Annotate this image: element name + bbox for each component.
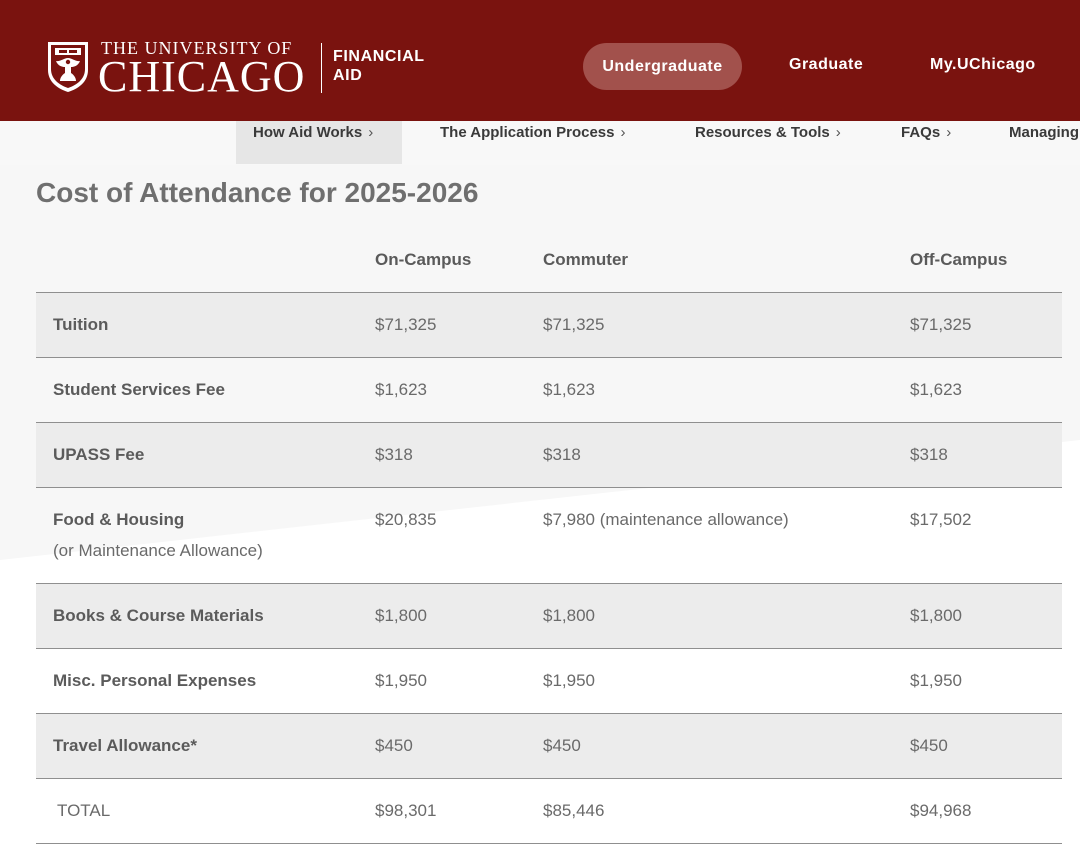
row-label: Books & Course Materials [53,606,264,625]
row-label: Travel Allowance* [53,736,197,755]
cell-on-campus: $318 [375,445,413,464]
table-row: Books & Course Materials $1,800 $1,800 $… [36,584,1062,649]
cell-off-campus: $318 [910,445,948,464]
column-header-commuter: Commuter [543,250,629,269]
total-off-campus: $94,968 [910,801,972,820]
table-row: UPASS Fee $318 $318 $318 [36,423,1062,488]
subnav-item-faqs[interactable]: FAQs › [901,124,951,141]
cost-table: Tuition $71,325 $71,325 $71,325 Student … [36,292,1062,844]
column-header-on-campus: On-Campus [375,250,472,269]
cell-commuter: $1,800 [543,606,595,625]
chevron-right-icon: › [946,124,952,141]
row-label: UPASS Fee [53,445,145,464]
table-row: Tuition $71,325 $71,325 $71,325 [36,293,1062,358]
cell-off-campus: $17,502 [910,510,972,529]
table-row: Student Services Fee $1,623 $1,623 $1,62… [36,358,1062,423]
chevron-right-icon: › [368,124,374,141]
cell-off-campus: $71,325 [910,315,972,334]
cell-on-campus: $1,800 [375,606,427,625]
nav-undergraduate-link[interactable]: Undergraduate [583,43,742,90]
row-label: Tuition [53,315,109,334]
university-crest-icon[interactable] [46,40,90,93]
table-row: Travel Allowance* $450 $450 $450 [36,714,1062,779]
nav-graduate-link[interactable]: Graduate [789,56,864,73]
total-commuter: $85,446 [543,801,605,820]
site-header [0,0,1080,121]
cell-on-campus: $1,623 [375,380,427,399]
row-label: Food & Housing [53,510,185,529]
cell-commuter: $7,980 (maintenance allowance) [543,510,789,529]
department-name-line2[interactable]: AID [333,67,363,84]
department-name-line1[interactable]: FINANCIAL [333,48,425,65]
section-subnav [0,121,1080,166]
subnav-item-managing[interactable]: Managing [1009,124,1079,141]
cell-commuter: $1,623 [543,380,595,399]
chevron-right-icon: › [620,124,626,141]
cell-off-campus: $1,800 [910,606,962,625]
table-row: Misc. Personal Expenses $1,950 $1,950 $1… [36,649,1062,714]
page-title: Cost of Attendance for 2025-2026 [36,177,479,208]
table-row: Food & Housing (or Maintenance Allowance… [36,488,1062,584]
nav-myuchicago-link[interactable]: My.UChicago [930,56,1036,73]
total-on-campus: $98,301 [375,801,437,820]
cell-on-campus: $1,950 [375,671,427,690]
subnav-item-how-aid-works[interactable]: How Aid Works › [253,124,373,141]
cell-off-campus: $450 [910,736,948,755]
cell-off-campus: $1,950 [910,671,962,690]
cell-off-campus: $1,623 [910,380,962,399]
cell-commuter: $71,325 [543,315,605,334]
cell-on-campus: $20,835 [375,510,437,529]
subnav-item-label: FAQs [901,124,941,141]
row-sublabel: (or Maintenance Allowance) [53,541,263,560]
university-name-main[interactable]: CHICAGO [98,52,306,101]
table-total-row: TOTAL $98,301 $85,446 $94,968 [36,779,1062,844]
row-label: Student Services Fee [53,380,225,399]
university-name-top[interactable]: THE UNIVERSITY OF [101,38,293,58]
cell-on-campus: $71,325 [375,315,437,334]
subnav-item-label: The Application Process [440,124,615,141]
total-label: TOTAL [57,801,111,820]
row-label: Misc. Personal Expenses [53,671,257,690]
subnav-item-label: Managing [1009,124,1079,141]
subnav-active-highlight [236,121,402,164]
column-header-off-campus: Off-Campus [910,250,1008,269]
cell-commuter: $1,950 [543,671,595,690]
subnav-item-label: Resources & Tools [695,124,830,141]
subnav-item-application-process[interactable]: The Application Process › [440,124,626,141]
subnav-item-resources-tools[interactable]: Resources & Tools › [695,124,841,141]
cell-commuter: $318 [543,445,581,464]
logo-divider [321,43,322,93]
cell-commuter: $450 [543,736,581,755]
cell-on-campus: $450 [375,736,413,755]
subnav-item-label: How Aid Works [253,124,363,141]
chevron-right-icon: › [835,124,841,141]
